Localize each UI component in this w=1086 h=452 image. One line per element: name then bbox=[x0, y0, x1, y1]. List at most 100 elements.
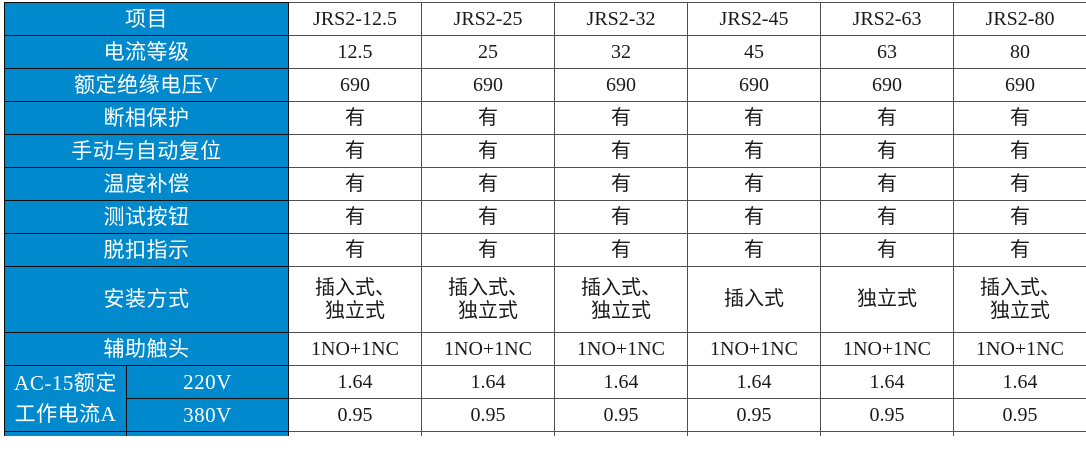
table-row: 温度补偿 有 有 有 有 有 有 bbox=[4, 167, 1086, 201]
table-row: 断相保护 有 有 有 有 有 有 bbox=[4, 101, 1086, 135]
cell-value: 有 bbox=[687, 200, 821, 234]
cell-value: 有 bbox=[288, 101, 422, 135]
cell-value: 1NO+1NC bbox=[288, 332, 422, 366]
clipped-cell bbox=[687, 431, 821, 436]
cell-value: 63 bbox=[820, 35, 954, 69]
cell-line: 插入式、 bbox=[315, 276, 395, 299]
table-row-ac15-380v: 380V 0.95 0.95 0.95 0.95 0.95 0.95 bbox=[5, 398, 1086, 432]
cell-value: 有 bbox=[953, 134, 1086, 168]
row-label-manual-auto-reset: 手动与自动复位 bbox=[4, 134, 289, 168]
cell-value: 有 bbox=[421, 134, 555, 168]
cell-value: 有 bbox=[820, 101, 954, 135]
cell-value: 有 bbox=[820, 233, 954, 267]
table-row: 手动与自动复位 有 有 有 有 有 有 bbox=[4, 134, 1086, 168]
clipped-cell bbox=[421, 431, 555, 436]
cell-value: 有 bbox=[953, 200, 1086, 234]
cell-value: 1NO+1NC bbox=[421, 332, 555, 366]
cell-value: 1NO+1NC bbox=[554, 332, 688, 366]
cell-value: 有 bbox=[687, 134, 821, 168]
cell-line: 独立式 bbox=[325, 299, 385, 322]
cell-line: 插入式、 bbox=[448, 276, 528, 299]
table-row-aux-contacts: 辅助触头 1NO+1NC 1NO+1NC 1NO+1NC 1NO+1NC 1NO… bbox=[4, 332, 1086, 366]
table-row: 脱扣指示 有 有 有 有 有 有 bbox=[4, 233, 1086, 267]
cell-value: 有 bbox=[953, 101, 1086, 135]
cell-value: 有 bbox=[687, 101, 821, 135]
cell-value: 1.64 bbox=[953, 365, 1086, 399]
cell-line: 独立式 bbox=[591, 299, 651, 322]
table-row-installation: 安装方式 插入式、 独立式 插入式、 独立式 插入式、 独立式 插入式 独立式 … bbox=[4, 266, 1086, 333]
cell-installation-4: 独立式 bbox=[820, 266, 954, 333]
cell-value: 45 bbox=[687, 35, 821, 69]
cell-value: 690 bbox=[421, 68, 555, 102]
label-line-1: AC-15额定 bbox=[14, 371, 117, 396]
model-header-3: JRS2-45 bbox=[687, 2, 821, 36]
label-line-2: 工作电流A bbox=[14, 401, 117, 426]
cell-installation-5: 插入式、 独立式 bbox=[953, 266, 1086, 333]
cell-installation-1: 插入式、 独立式 bbox=[421, 266, 555, 333]
cell-value: 1NO+1NC bbox=[820, 332, 954, 366]
cell-value: 有 bbox=[288, 200, 422, 234]
table-header-row: 项目 JRS2-12.5 JRS2-25 JRS2-32 JRS2-45 JRS… bbox=[4, 2, 1086, 36]
cell-value: 有 bbox=[421, 167, 555, 201]
cell-value: 12.5 bbox=[288, 35, 422, 69]
cell-value: 有 bbox=[953, 233, 1086, 267]
clipped-cell bbox=[953, 431, 1086, 436]
row-label-test-button: 测试按钮 bbox=[4, 200, 289, 234]
cell-value: 有 bbox=[820, 200, 954, 234]
table-row: 额定绝缘电压V 690 690 690 690 690 690 bbox=[4, 68, 1086, 102]
clipped-cell bbox=[288, 431, 422, 436]
cell-value: 690 bbox=[687, 68, 821, 102]
header-label-item: 项目 bbox=[4, 2, 289, 36]
cell-value: 1.64 bbox=[687, 365, 821, 399]
cell-value: 1NO+1NC bbox=[687, 332, 821, 366]
clipped-cell bbox=[4, 431, 127, 436]
cell-value: 1.64 bbox=[288, 365, 422, 399]
table-row: 电流等级 12.5 25 32 45 63 80 bbox=[4, 35, 1086, 69]
row-label-phase-failure-protection: 断相保护 bbox=[4, 101, 289, 135]
cell-value: 有 bbox=[288, 167, 422, 201]
cell-value: 有 bbox=[554, 167, 688, 201]
cell-value: 有 bbox=[421, 233, 555, 267]
cell-line: 插入式、 bbox=[980, 276, 1060, 299]
cell-value: 有 bbox=[421, 200, 555, 234]
cell-value: 690 bbox=[288, 68, 422, 102]
model-header-5: JRS2-80 bbox=[953, 2, 1086, 36]
cell-line: 插入式、 bbox=[581, 276, 661, 299]
cell-value: 690 bbox=[554, 68, 688, 102]
cell-value: 有 bbox=[820, 167, 954, 201]
cell-line: 独立式 bbox=[990, 299, 1050, 322]
product-specification-table: 项目 JRS2-12.5 JRS2-25 JRS2-32 JRS2-45 JRS… bbox=[4, 2, 1086, 436]
cell-value: 0.95 bbox=[953, 398, 1086, 432]
table-row-clipped bbox=[4, 431, 1086, 436]
cell-installation-0: 插入式、 独立式 bbox=[288, 266, 422, 333]
row-label-current-rating: 电流等级 bbox=[4, 35, 289, 69]
row-label-temperature-compensation: 温度补偿 bbox=[4, 167, 289, 201]
cell-value: 1.64 bbox=[554, 365, 688, 399]
cell-value: 0.95 bbox=[820, 398, 954, 432]
cell-installation-2: 插入式、 独立式 bbox=[554, 266, 688, 333]
cell-value: 1.64 bbox=[421, 365, 555, 399]
cell-line: 独立式 bbox=[458, 299, 518, 322]
cell-value: 有 bbox=[288, 134, 422, 168]
clipped-cell bbox=[126, 431, 289, 436]
row-label-ac15-rated-current: AC-15额定 工作电流A bbox=[4, 365, 127, 432]
row-label-insulation-voltage: 额定绝缘电压V bbox=[4, 68, 289, 102]
cell-value: 有 bbox=[554, 200, 688, 234]
cell-value: 0.95 bbox=[421, 398, 555, 432]
cell-value: 有 bbox=[421, 101, 555, 135]
model-header-0: JRS2-12.5 bbox=[288, 2, 422, 36]
table-row: 测试按钮 有 有 有 有 有 有 bbox=[4, 200, 1086, 234]
cell-value: 80 bbox=[953, 35, 1086, 69]
cell-value: 有 bbox=[554, 101, 688, 135]
model-header-4: JRS2-63 bbox=[820, 2, 954, 36]
cell-value: 0.95 bbox=[687, 398, 821, 432]
cell-value: 有 bbox=[687, 167, 821, 201]
model-header-2: JRS2-32 bbox=[554, 2, 688, 36]
cell-value: 0.95 bbox=[554, 398, 688, 432]
row-label-auxiliary-contacts: 辅助触头 bbox=[4, 332, 289, 366]
cell-value: 有 bbox=[687, 233, 821, 267]
cell-value: 1NO+1NC bbox=[953, 332, 1086, 366]
cell-value: 有 bbox=[288, 233, 422, 267]
cell-value: 690 bbox=[820, 68, 954, 102]
